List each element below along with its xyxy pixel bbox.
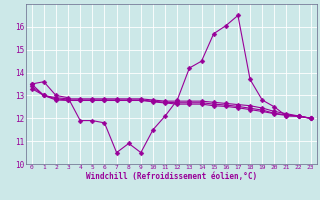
X-axis label: Windchill (Refroidissement éolien,°C): Windchill (Refroidissement éolien,°C) xyxy=(86,172,257,181)
